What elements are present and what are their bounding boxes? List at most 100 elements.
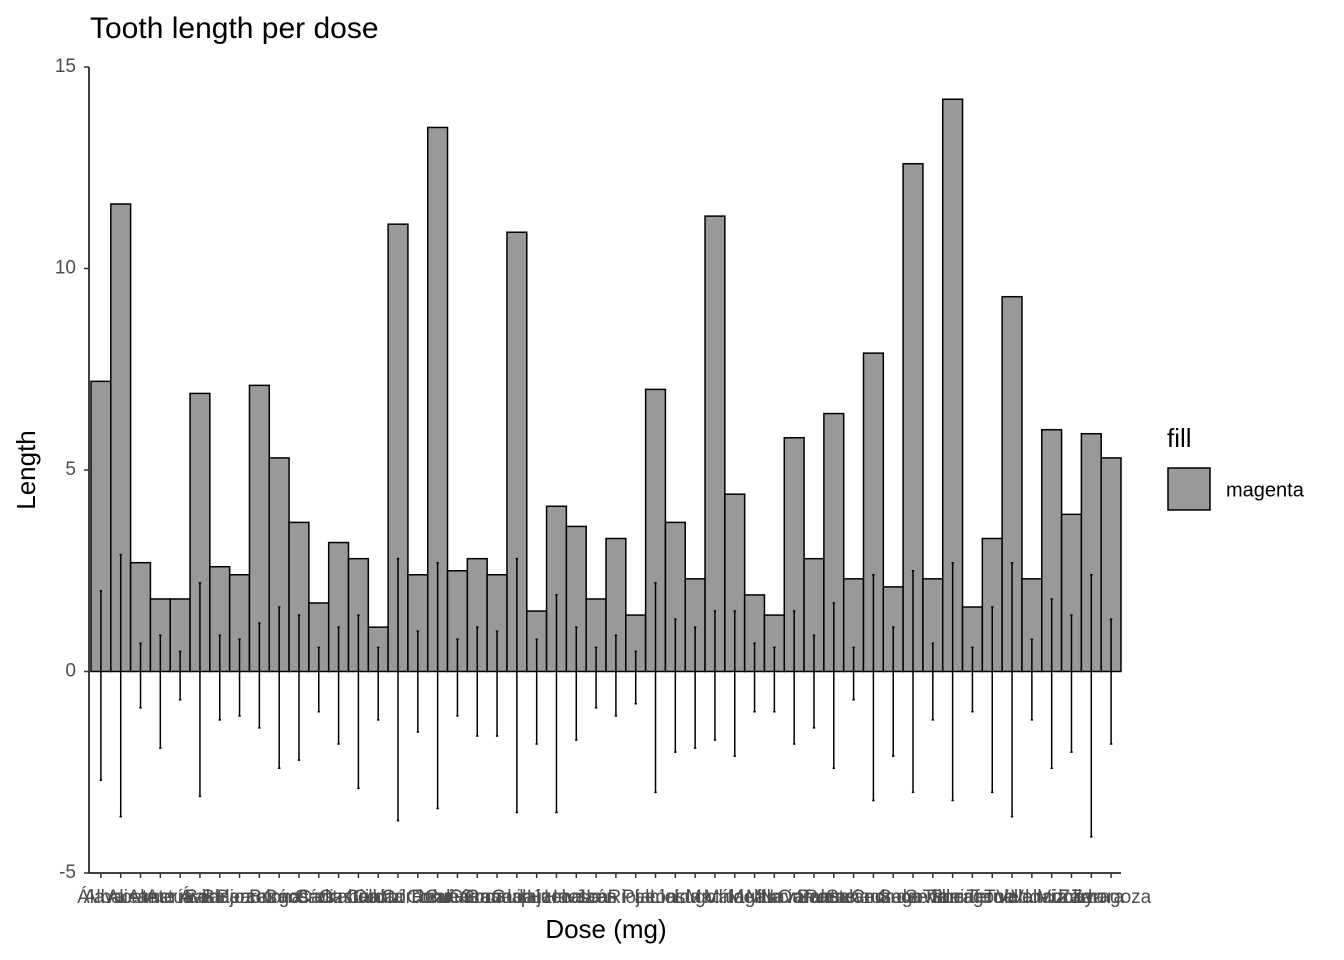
error-bar: [951, 561, 954, 802]
error-bar: [832, 602, 835, 769]
error-bar: [872, 574, 875, 802]
error-bar: [198, 582, 202, 798]
error-bar: [971, 646, 974, 713]
error-bar: [515, 557, 519, 814]
error-bar: [594, 646, 598, 709]
error-bar: [396, 557, 400, 822]
error-bar: [812, 634, 816, 729]
x-axis-title: Dose (mg): [545, 914, 666, 944]
x-tick-label: Melilla: [728, 887, 782, 908]
y-tick-label: 5: [65, 459, 76, 480]
error-bar: [1030, 638, 1034, 721]
x-tick-label: Guadalajara: [465, 887, 569, 908]
x-tick-label: Murcia: [746, 887, 803, 908]
x-tick-label: Palencia: [797, 887, 870, 908]
x-tick-label: Granada: [460, 887, 534, 908]
error-bar: [614, 634, 618, 717]
y-axis-title: Length: [11, 430, 41, 510]
legend-label: magenta: [1226, 479, 1305, 501]
x-tick-label: Vizcaya: [1038, 887, 1105, 908]
error-bar: [713, 610, 717, 741]
x-tick-label: Badajoz: [185, 887, 254, 908]
x-tick-label: Salamanca: [826, 887, 921, 908]
error-bar: [634, 650, 637, 705]
x-tick-label: Tarragona: [930, 887, 1016, 908]
x-tick-label: León: [634, 887, 676, 908]
x-tick-label: Santa Cruz de Tenerife: [796, 887, 990, 908]
x-tick-label: Las Palmas: [586, 887, 685, 908]
y-tick-label: -5: [59, 862, 76, 883]
x-tick-label: Guipúzcoa: [491, 887, 582, 908]
x-tick-label: Jaén: [575, 887, 616, 908]
y-tick-label: 10: [55, 258, 76, 279]
x-tick-label: Cáceres: [264, 887, 335, 908]
x-tick-label: Huesca: [544, 887, 609, 908]
x-tick-label: Alicante: [107, 887, 175, 908]
error-bar: [258, 622, 261, 729]
error-bar: [1050, 598, 1053, 769]
error-bar: [991, 606, 994, 794]
x-tick-label: Cuenca: [425, 887, 491, 908]
error-bar: [178, 650, 182, 701]
x-tick-label: Albacete: [84, 887, 158, 908]
x-tick-label: Ceuta: [353, 887, 404, 908]
error-bar: [139, 642, 142, 709]
x-tick-label: Burgos: [249, 887, 309, 908]
error-bar: [297, 614, 301, 761]
error-bar: [238, 638, 241, 717]
x-tick-label: Pontevedra: [805, 887, 903, 908]
error-bar: [792, 610, 796, 745]
x-tick-label: Huelva: [527, 887, 587, 908]
x-tick-label: Lleida: [650, 887, 701, 908]
error-bar: [416, 630, 420, 733]
x-tick-label: Soria: [930, 887, 975, 908]
x-tick-label: Zamora: [1059, 887, 1125, 908]
error-bar: [495, 630, 499, 737]
x-tick-label: Barcelona: [217, 887, 303, 908]
x-tick-label: Asturias: [146, 887, 215, 908]
error-bar: [357, 614, 360, 790]
error-bar: [753, 642, 756, 713]
error-bar: [436, 561, 439, 810]
error-bar: [119, 553, 122, 818]
x-tick-label: Álava: [77, 887, 125, 908]
error-bar: [733, 610, 736, 757]
x-tick-label: Zaragoza: [1071, 887, 1152, 908]
x-tick-label: Girona: [449, 887, 506, 908]
error-bar: [317, 646, 320, 713]
y-tick-label: 15: [55, 56, 76, 77]
legend-title: fill: [1167, 423, 1192, 453]
error-bar: [1010, 561, 1014, 818]
error-bar: [674, 618, 677, 753]
error-bar: [218, 634, 221, 721]
error-bar: [377, 646, 380, 721]
x-tick-label: Teruel: [966, 887, 1018, 908]
error-bar: [337, 626, 340, 745]
x-tick-label: Valladolid: [1011, 887, 1092, 908]
error-bar: [99, 590, 103, 782]
x-tick-label: Cantabria: [297, 887, 380, 908]
x-tick-label: Lugo: [674, 887, 716, 908]
x-tick-label: Ciudad Real: [346, 887, 451, 908]
error-bar: [931, 642, 935, 721]
x-tick-label: La Rioja: [581, 887, 651, 908]
x-tick-label: Navarra: [760, 887, 828, 908]
x-tick-label: Ourense: [778, 887, 851, 908]
error-bar: [693, 626, 697, 749]
error-bar: [1090, 574, 1093, 838]
error-bar: [456, 638, 459, 717]
x-tick-label: Málaga: [704, 887, 767, 908]
y-tick-label: 0: [65, 661, 76, 682]
x-tick-label: Cádiz: [294, 887, 343, 908]
error-bar: [1070, 614, 1073, 753]
x-tick-label: Segovia: [879, 887, 948, 908]
chart-title: Tooth length per dose: [90, 12, 379, 45]
bar: [704, 215, 726, 673]
x-tick-label: Ávila: [179, 887, 221, 908]
error-bar: [654, 582, 657, 794]
error-bar: [476, 626, 479, 737]
x-tick-label: Toledo: [984, 887, 1040, 908]
x-tick-label: Baleares: [202, 887, 277, 908]
error-bar: [773, 646, 776, 713]
